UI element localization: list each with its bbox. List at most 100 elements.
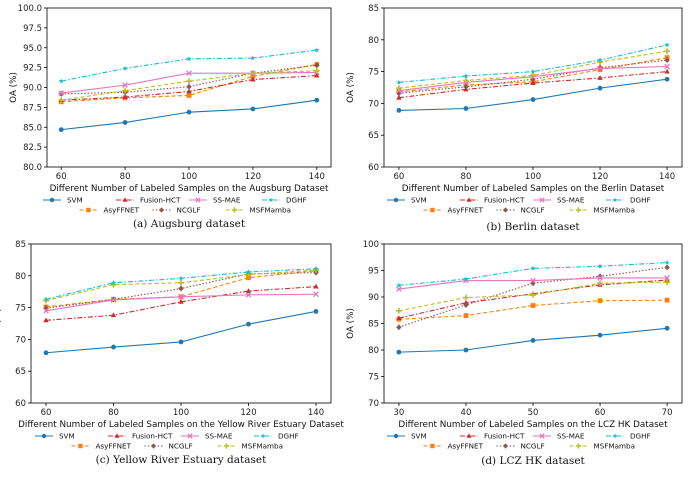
data-point (463, 313, 469, 318)
data-point (110, 312, 117, 318)
y-axis-label: OA (%) (346, 308, 356, 339)
data-point (664, 325, 670, 331)
data-point (122, 65, 128, 71)
series-svm (396, 325, 670, 355)
y-tick-label: 95 (368, 267, 379, 277)
data-point (313, 283, 319, 289)
legend-entry-asyffnet: AsyFFNET (71, 442, 132, 451)
data-point (597, 85, 603, 91)
legend: SVM Fusion-HCT SS-MAE DGHF AsyFFNET NCGLF MSFM… (43, 196, 307, 215)
legend-entry-svm: SVM (387, 196, 427, 205)
series-dghf (396, 42, 670, 85)
series-line (45, 310, 317, 354)
x-tick-label: 120 (592, 172, 608, 182)
x-tick-label: 100 (173, 408, 189, 418)
data-point (178, 285, 184, 292)
x-axis-label: Different Number of Labeled Samples on t… (398, 420, 668, 430)
x-tick-label: 40 (461, 408, 472, 418)
chart-panel-4: 70 75 80 85 90 95 100 30 40 50 60 70 OA (%) Different… (346, 240, 683, 467)
data-point (111, 344, 116, 350)
legend-label: MSFMamba (594, 442, 635, 451)
data-point (530, 338, 536, 343)
data-point (245, 292, 252, 298)
data-point (396, 307, 402, 314)
y-tick-label: 87.5 (23, 103, 42, 113)
legend-label: SVM (59, 432, 75, 441)
legend-label: SVM (67, 196, 83, 205)
data-point (186, 88, 192, 94)
data-point (396, 315, 402, 321)
chart-panel-3: 60 65 70 75 80 85 60 80 100 120 140 OA (%) Different… (0, 240, 344, 466)
data-point (58, 90, 65, 96)
data-point (250, 55, 256, 61)
series-line (398, 71, 668, 99)
legend-label: MSFMamba (242, 442, 283, 451)
data-point (463, 347, 469, 353)
legend-label: SS-MAE (557, 196, 585, 205)
legend-entry-ncglf: NCGLF (152, 206, 201, 215)
legend-marker (223, 443, 230, 449)
data-point (664, 63, 670, 70)
y-tick-label: 100.0 (18, 4, 42, 14)
legend-label: SS-MAE (213, 196, 241, 205)
legend-entry-dghf: DGHF (254, 432, 299, 441)
legend-entry-fusion-hct: Fusion-HCT (108, 432, 173, 441)
data-point (463, 77, 469, 84)
y-axis-label: OA (%) (346, 72, 356, 103)
series-line (398, 281, 668, 312)
legend-marker (503, 207, 508, 213)
data-point (43, 350, 49, 356)
data-point (396, 94, 402, 100)
data-point (396, 85, 402, 92)
legend-marker (159, 207, 164, 213)
y-tick-label: 90 (368, 293, 379, 303)
series-dghf (396, 259, 670, 288)
data-point (664, 275, 670, 281)
y-tick-label: 80.0 (23, 163, 42, 173)
legend-label: NCGLF (521, 442, 545, 451)
x-tick-label: 100 (181, 172, 197, 182)
x-tick-label: 70 (662, 408, 673, 418)
panel-caption: (c) Yellow River Estuary dataset (96, 454, 267, 466)
legend-entry-dghf: DGHF (606, 432, 651, 441)
data-point (245, 288, 252, 293)
legend-marker (122, 197, 128, 202)
data-point (245, 269, 252, 275)
data-point (110, 280, 117, 286)
data-point (313, 266, 319, 272)
legend-marker (78, 443, 83, 449)
data-point (122, 82, 128, 88)
panel-caption: (d) LCZ HK dataset (481, 455, 585, 467)
y-tick-label: 85 (368, 4, 379, 14)
legend-label: Fusion-HCT (484, 432, 525, 441)
y-tick-label: 80 (15, 272, 26, 282)
series-ss-mae (43, 291, 319, 314)
legend-marker (466, 197, 472, 202)
data-point (314, 47, 320, 53)
data-point (178, 279, 184, 286)
data-point (463, 106, 469, 111)
legend-entry-ss-mae: SS-MAE (533, 432, 585, 441)
data-point (597, 263, 603, 269)
data-point (250, 76, 256, 82)
legend-marker (612, 433, 618, 439)
legend-entry-ss-mae: SS-MAE (189, 196, 241, 205)
data-point (530, 80, 536, 85)
data-point (178, 275, 184, 281)
series-line (398, 299, 668, 320)
data-point (122, 87, 128, 94)
x-axis-label: Different Number of Labeled Samples on t… (50, 184, 329, 194)
x-tick-label: 120 (245, 172, 261, 182)
y-tick-label: 85 (368, 320, 379, 330)
legend-label: DGHF (630, 196, 651, 205)
legend-marker (539, 433, 545, 439)
y-tick-label: 92.5 (23, 64, 42, 74)
x-tick-label: 140 (308, 408, 324, 418)
series-line (61, 64, 317, 95)
legend-label: NCGLF (521, 206, 545, 215)
data-point (597, 65, 603, 72)
series-msfmamba (396, 48, 670, 92)
data-point (186, 70, 192, 77)
y-tick-label: 85 (15, 240, 26, 250)
data-point (664, 297, 670, 303)
